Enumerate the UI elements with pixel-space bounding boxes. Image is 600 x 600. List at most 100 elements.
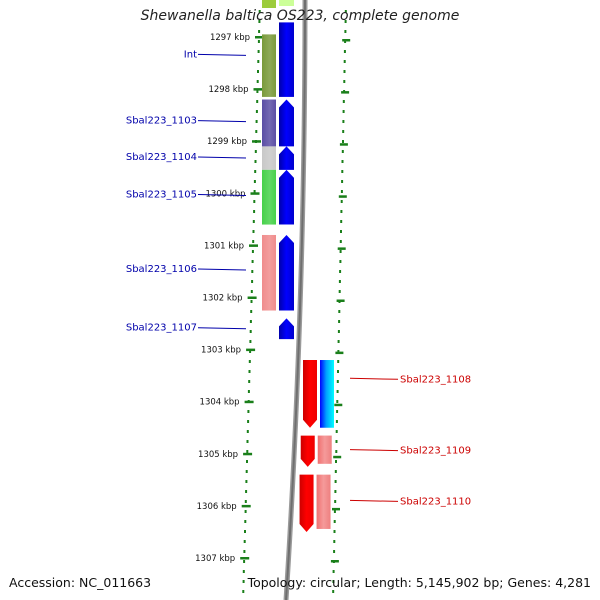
ruler-dot <box>337 350 340 353</box>
ruler-dot <box>245 490 248 493</box>
ruler-dot <box>335 430 338 433</box>
ruler-dot <box>248 360 251 363</box>
ruler-dot <box>334 490 337 493</box>
ruler-tick-label: 1301 kbp <box>204 241 244 251</box>
ruler-dot <box>343 70 346 73</box>
gene-bar <box>262 146 276 170</box>
ruler-dot <box>341 150 344 153</box>
ruler-dot <box>253 190 256 193</box>
genome-backbone <box>283 0 308 600</box>
gene-label-leader <box>197 194 247 196</box>
ruler-tick <box>342 39 351 42</box>
gene-bar <box>317 435 332 464</box>
ruler-dot <box>336 380 339 383</box>
gene-bar <box>319 360 334 428</box>
ruler-dot <box>255 110 258 113</box>
ruler-dot <box>244 510 247 513</box>
ruler-tick-label: 1299 kbp <box>207 137 247 147</box>
ruler-dot <box>248 370 251 373</box>
ruler-tick-label: 1304 kbp <box>200 398 240 408</box>
gene-bar <box>316 474 331 529</box>
ruler-tick <box>240 557 250 560</box>
ruler-tick <box>338 195 347 198</box>
ruler-tick <box>330 560 339 563</box>
gene-label-leader <box>197 156 247 159</box>
ruler-dot <box>332 570 335 573</box>
ruler-tick-label: 1297 kbp <box>210 33 250 43</box>
cds-arrow <box>279 146 294 170</box>
cds-arrow <box>279 169 294 225</box>
ruler-tick <box>252 140 261 143</box>
ruler-tick <box>249 244 258 247</box>
cds-arrow <box>300 435 315 467</box>
ruler-dot <box>249 320 252 323</box>
ruler-dot <box>344 20 347 23</box>
ruler-dot <box>258 30 261 33</box>
ruler-dot <box>337 340 340 343</box>
gene-label: Sbal223_1103 <box>126 116 197 127</box>
ruler-dot <box>254 150 257 153</box>
ruler-dot <box>335 420 338 423</box>
ruler-dot <box>336 390 339 393</box>
gene-label-leader <box>349 449 399 452</box>
ruler-dot <box>342 120 345 123</box>
ruler-tick <box>243 452 253 456</box>
ruler-tick <box>250 192 260 195</box>
ruler-dot <box>257 60 260 63</box>
genome-stats: Topology: circular; Length: 5,145,902 bp… <box>248 575 591 590</box>
ruler-dot <box>258 20 261 23</box>
ruler-dot <box>337 370 339 373</box>
ruler-dot <box>333 510 336 513</box>
ruler-dot <box>255 120 258 123</box>
gene-labels: Int Sbal223_1103 Sbal223_1104 Sbal223_1105 S… <box>126 49 471 507</box>
ruler-dot <box>246 440 249 443</box>
ruler-dot <box>343 50 346 53</box>
ruler-dot <box>256 90 259 93</box>
ruler-dot <box>243 550 246 553</box>
genes-label: Genes: <box>507 575 552 590</box>
topology-label: Topology: <box>247 575 307 590</box>
ruler-tick <box>241 504 251 508</box>
ruler-tick <box>247 296 257 299</box>
ruler-dot <box>336 400 339 403</box>
ruler-tick <box>253 88 263 91</box>
genes-value: 4,281 <box>555 575 591 590</box>
ruler-tick-label: 1306 kbp <box>197 502 237 512</box>
ruler-dot <box>339 270 342 273</box>
ruler-dot <box>252 230 255 233</box>
ruler-dot <box>247 410 250 413</box>
ruler-dot <box>336 410 339 413</box>
ruler-dot <box>255 130 258 133</box>
ruler-dot <box>242 580 245 583</box>
ruler-dot <box>254 160 257 163</box>
ruler-dot <box>343 80 346 83</box>
gene-bar <box>262 34 276 97</box>
ruler-dot <box>333 530 336 533</box>
ruler-dot <box>249 350 252 353</box>
ruler-tick <box>335 351 344 355</box>
ruler-dot <box>253 180 256 183</box>
ruler-dot <box>254 170 257 173</box>
gene-label: Int <box>184 49 197 60</box>
ruler-dot <box>337 330 340 333</box>
gene-label: Sbal223_1104 <box>126 152 197 163</box>
ruler-tick <box>334 403 343 407</box>
ruler-dot <box>257 50 260 53</box>
gene-label-leader <box>197 327 247 330</box>
ruler-tick <box>333 455 342 459</box>
ruler-dot <box>341 170 344 173</box>
gene-bar <box>262 99 276 147</box>
gene-label-leader <box>197 53 247 56</box>
cds-sliver <box>279 0 294 6</box>
gene-label: Sbal223_1108 <box>400 374 471 385</box>
length-value: 5,145,902 bp; <box>415 575 504 590</box>
ruler-dot <box>338 320 341 323</box>
ruler-tick <box>246 348 256 352</box>
ruler-dot <box>246 460 248 463</box>
ruler-dot <box>248 380 251 383</box>
ruler-dot <box>256 100 259 103</box>
cds-track <box>279 0 317 532</box>
ruler-dot <box>339 250 342 253</box>
ruler-dot <box>332 590 335 593</box>
